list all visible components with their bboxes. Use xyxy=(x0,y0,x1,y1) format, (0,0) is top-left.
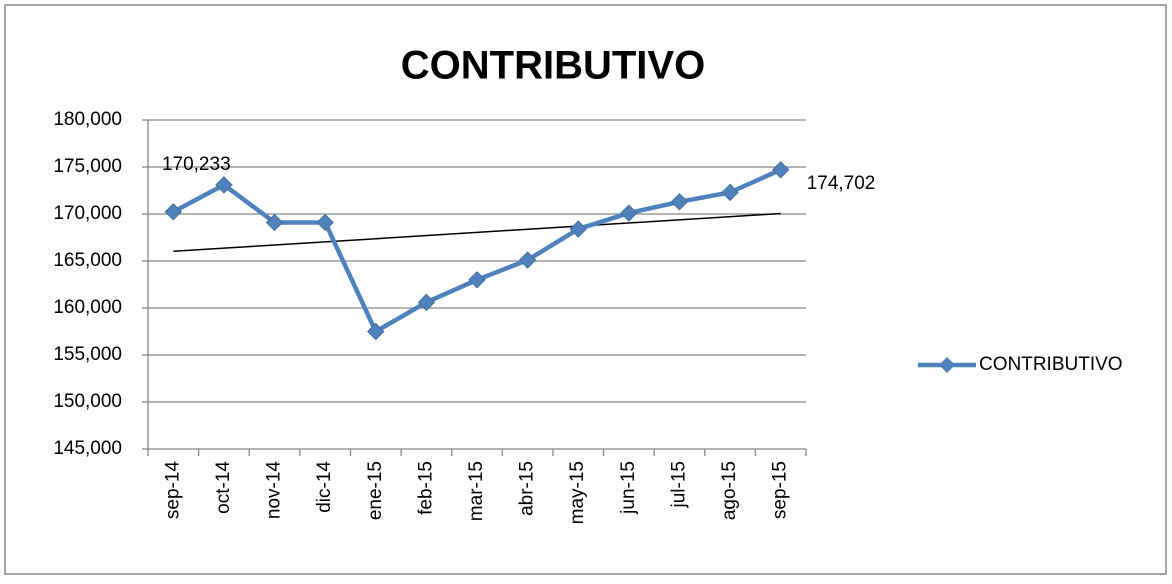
marker xyxy=(518,251,537,269)
marker xyxy=(164,203,183,221)
marker xyxy=(721,183,739,202)
y-tick-label: 180,000 xyxy=(53,109,122,130)
marker xyxy=(265,213,284,232)
y-tick-label: 165,000 xyxy=(53,250,122,271)
marker xyxy=(670,193,689,211)
marker xyxy=(316,213,334,232)
x-tick-label: ago-15 xyxy=(719,461,740,520)
y-tick-label: 170,000 xyxy=(53,203,122,224)
trendline xyxy=(173,212,781,253)
x-tick-label: oct-14 xyxy=(213,461,234,514)
x-tick-label: jun-15 xyxy=(618,461,639,515)
marker xyxy=(215,176,233,194)
marker xyxy=(620,204,638,222)
y-tick-label: 155,000 xyxy=(53,344,122,365)
x-tick-label: sep-15 xyxy=(770,461,791,519)
x-tick-label: feb-15 xyxy=(415,461,436,515)
y-tick-label: 150,000 xyxy=(53,391,122,412)
y-tick-label: 160,000 xyxy=(53,297,122,318)
legend-label: CONTRIBUTIVO xyxy=(979,354,1123,375)
x-tick-label: mar-15 xyxy=(466,461,487,521)
data-label: 170,233 xyxy=(162,154,231,175)
x-tick-label: may-15 xyxy=(567,461,588,524)
chart-border xyxy=(4,4,1167,575)
chart-title: CONTRIBUTIVO xyxy=(401,44,705,88)
marker xyxy=(417,293,436,312)
x-tick-label: sep-14 xyxy=(162,461,183,520)
x-tick-label: nov-14 xyxy=(264,461,285,520)
x-tick-label: ene-15 xyxy=(365,461,386,520)
marker xyxy=(771,161,790,179)
marker xyxy=(468,271,486,289)
marker xyxy=(569,220,587,238)
legend-marker xyxy=(939,357,955,373)
y-tick-label: 175,000 xyxy=(53,156,122,177)
marker xyxy=(367,322,385,341)
x-tick-label: jul-15 xyxy=(668,461,689,508)
x-tick-label: dic-14 xyxy=(314,461,335,513)
data-label: 174,702 xyxy=(807,173,876,194)
y-tick-label: 145,000 xyxy=(53,438,122,459)
x-tick-label: abr-15 xyxy=(517,461,538,516)
